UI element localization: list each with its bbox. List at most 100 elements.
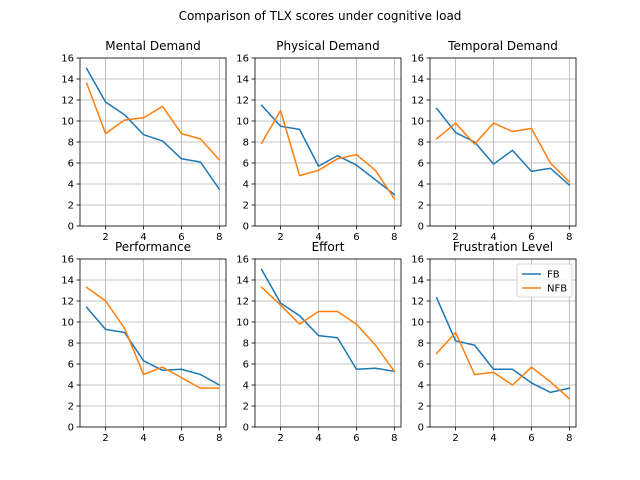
- y-tick-label: 0: [418, 222, 424, 233]
- x-tick-label: 4: [140, 232, 146, 243]
- legend-label-nfb: NFB: [547, 284, 567, 295]
- subplot-title: Performance: [115, 240, 191, 254]
- subplot-title: Physical Demand: [276, 39, 380, 53]
- y-tick-label: 12: [411, 96, 424, 107]
- x-tick-label: 6: [528, 433, 534, 444]
- y-tick-label: 2: [68, 201, 74, 212]
- series-line-nfb: [435, 122, 571, 183]
- y-tick-label: 12: [236, 297, 249, 308]
- subplots: 2 4 6 8 0 2 4 6 8 10 12 14 16 Mental Demand 2 4 6 8 0 2 4 6 8 1…: [61, 39, 577, 444]
- x-tick-label: 8: [566, 433, 572, 444]
- y-tick-label: 8: [418, 339, 424, 350]
- y-tick-label: 6: [68, 159, 74, 170]
- series-line-fb: [260, 268, 396, 373]
- y-tick-label: 16: [236, 255, 249, 266]
- x-tick-label: 2: [102, 232, 108, 243]
- subplot-frustration-level: 2 4 6 8 0 2 4 6 8 10 12 14 16 Frustration Level FB NFB: [411, 240, 577, 444]
- y-tick-label: 16: [61, 54, 74, 65]
- y-tick-label: 10: [236, 117, 249, 128]
- x-tick-label: 4: [490, 433, 496, 444]
- series-line-nfb: [85, 286, 221, 389]
- y-tick-label: 14: [61, 276, 74, 287]
- subplot-mental-demand: 2 4 6 8 0 2 4 6 8 10 12 14 16 Mental Demand: [61, 39, 227, 243]
- y-tick-label: 6: [68, 360, 74, 371]
- x-tick-label: 6: [528, 232, 534, 243]
- subplot-temporal-demand: 2 4 6 8 0 2 4 6 8 10 12 14 16 Temporal Demand: [411, 39, 577, 243]
- y-tick-label: 10: [411, 318, 424, 329]
- x-tick-label: 4: [315, 433, 321, 444]
- x-tick-label: 2: [452, 232, 458, 243]
- series-line-fb: [435, 296, 571, 394]
- series-line-fb: [260, 104, 396, 196]
- y-tick-label: 4: [243, 381, 249, 392]
- y-tick-label: 14: [236, 276, 249, 287]
- x-tick-label: 4: [315, 232, 321, 243]
- y-tick-label: 14: [61, 75, 74, 86]
- x-tick-label: 2: [277, 433, 283, 444]
- series-line-nfb: [260, 286, 396, 373]
- series-line-fb: [85, 306, 221, 387]
- y-tick-label: 14: [411, 75, 424, 86]
- subplot-title: Temporal Demand: [447, 39, 558, 53]
- subplot-effort: 2 4 6 8 0 2 4 6 8 10 12 14 16 Effort: [236, 240, 402, 444]
- x-tick-label: 6: [178, 433, 184, 444]
- x-tick-label: 2: [452, 433, 458, 444]
- y-tick-label: 4: [243, 180, 249, 191]
- y-tick-label: 8: [243, 339, 249, 350]
- y-tick-label: 12: [236, 96, 249, 107]
- y-tick-label: 4: [68, 381, 74, 392]
- x-tick-label: 2: [102, 433, 108, 444]
- y-tick-label: 14: [411, 276, 424, 287]
- y-tick-label: 0: [68, 222, 74, 233]
- x-tick-label: 8: [216, 232, 222, 243]
- x-tick-label: 8: [216, 433, 222, 444]
- y-tick-label: 0: [418, 423, 424, 434]
- y-tick-label: 6: [243, 159, 249, 170]
- y-tick-label: 4: [418, 381, 424, 392]
- y-tick-label: 12: [411, 297, 424, 308]
- subplot-title: Mental Demand: [105, 39, 200, 53]
- series-line-fb: [85, 67, 221, 191]
- y-tick-label: 16: [411, 255, 424, 266]
- y-tick-label: 12: [61, 96, 74, 107]
- y-tick-label: 8: [68, 339, 74, 350]
- x-tick-label: 6: [353, 232, 359, 243]
- y-tick-label: 2: [418, 402, 424, 413]
- legend: FB NFB: [516, 263, 573, 298]
- x-tick-label: 8: [391, 433, 397, 444]
- y-tick-label: 8: [68, 138, 74, 149]
- y-tick-label: 16: [61, 255, 74, 266]
- x-tick-label: 4: [490, 232, 496, 243]
- y-tick-label: 0: [243, 222, 249, 233]
- subplot-title: Effort: [312, 240, 345, 254]
- y-tick-label: 2: [68, 402, 74, 413]
- x-tick-label: 6: [178, 232, 184, 243]
- y-tick-label: 6: [418, 360, 424, 371]
- subplot-title: Frustration Level: [453, 240, 553, 254]
- x-tick-label: 8: [566, 232, 572, 243]
- x-tick-label: 6: [353, 433, 359, 444]
- y-tick-label: 14: [236, 75, 249, 86]
- figure-title: Comparison of TLX scores under cognitive…: [179, 9, 462, 23]
- series-line-nfb: [260, 109, 396, 200]
- legend-label-fb: FB: [547, 270, 560, 281]
- series-line-nfb: [435, 331, 571, 400]
- y-tick-label: 2: [418, 201, 424, 212]
- y-tick-label: 8: [418, 138, 424, 149]
- y-tick-label: 10: [411, 117, 424, 128]
- series-line-fb: [435, 107, 571, 187]
- x-tick-label: 8: [391, 232, 397, 243]
- series-line-nfb: [85, 82, 221, 161]
- y-tick-label: 16: [236, 54, 249, 65]
- x-tick-label: 2: [277, 232, 283, 243]
- y-tick-label: 4: [418, 180, 424, 191]
- y-tick-label: 0: [68, 423, 74, 434]
- y-tick-label: 0: [243, 423, 249, 434]
- y-tick-label: 8: [243, 138, 249, 149]
- y-tick-label: 10: [236, 318, 249, 329]
- subplot-performance: 2 4 6 8 0 2 4 6 8 10 12 14 16 Performance: [61, 240, 227, 444]
- y-tick-label: 2: [243, 402, 249, 413]
- x-tick-label: 4: [140, 433, 146, 444]
- y-tick-label: 6: [418, 159, 424, 170]
